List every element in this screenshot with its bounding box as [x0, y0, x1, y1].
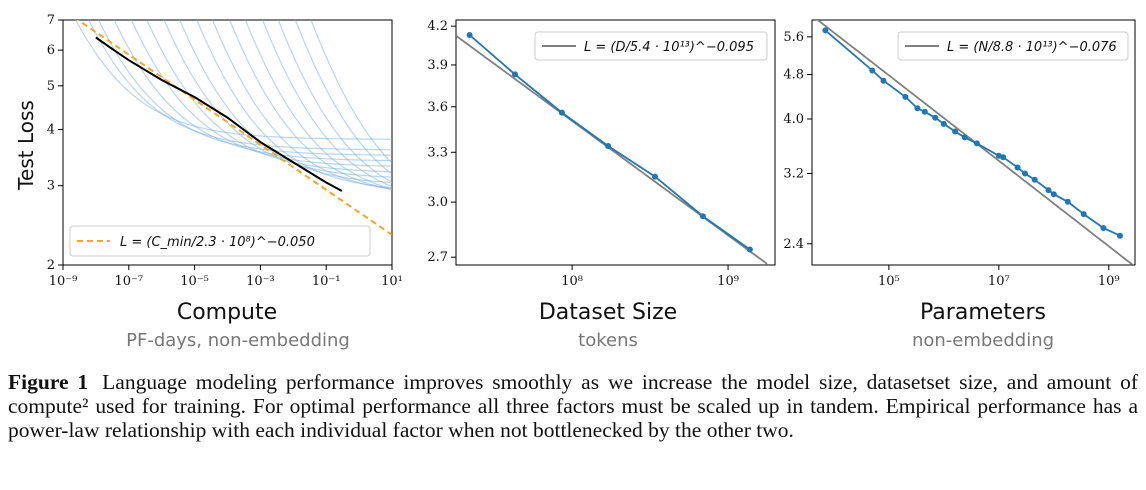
figure-caption-label: Figure 1 — [8, 370, 89, 394]
compute-training-curve — [211, 20, 392, 190]
dataset-data-point — [558, 109, 565, 116]
compute-training-curve — [88, 20, 392, 151]
parameters-data-point — [1117, 232, 1123, 239]
dataset-plot-area: 10⁸ 10⁹ 2.7 3.0 3.3 3.6 3.9 4.2 — [427, 19, 776, 289]
compute-training-curve — [146, 20, 392, 173]
compute-y-tick-label: 3 — [47, 179, 55, 194]
parameters-x-tick-label: 10⁹ — [1098, 274, 1120, 289]
parameters-subtitle: non-embedding — [912, 330, 1054, 351]
compute-training-curve — [261, 20, 392, 188]
parameters-plot-area: 10⁵ 10⁷ 10⁹ 2.4 3.2 4.0 4.8 5.6 — [783, 19, 1136, 289]
parameters-fit-line — [816, 20, 1133, 265]
parameters-y-tick-label: 2.4 — [783, 237, 804, 252]
compute-training-curve — [244, 20, 392, 190]
dataset-data-point — [605, 143, 612, 149]
compute-frontier-line — [95, 36, 343, 192]
parameters-data-point — [973, 140, 980, 147]
dataset-subtitle: tokens — [578, 330, 638, 351]
dataset-data-point — [466, 32, 473, 38]
compute-legend-label: L = (C_min/2.3 · 10⁸)^−0.050 — [120, 235, 315, 250]
parameters-y-tick-label: 4.0 — [783, 112, 804, 127]
parameters-data-point — [1080, 211, 1087, 218]
parameters-data-point — [914, 105, 921, 112]
parameters-legend: L = (N/8.8 · 10¹³)^−0.076 — [897, 31, 1129, 61]
parameters-data-point — [940, 120, 947, 127]
dataset-y-tick-label: 4.2 — [427, 19, 448, 34]
dataset-title: Dataset Size — [539, 300, 677, 325]
dataset-size-panel: 10⁸ 10⁹ 2.7 3.0 3.3 3.6 3.9 4.2 Dataset Size to… — [427, 19, 776, 351]
compute-x-tick-label: 10¹ — [381, 274, 403, 289]
compute-subtitle: PF-days, non-embedding — [126, 330, 350, 351]
compute-y-tick-label: 6 — [47, 43, 55, 58]
compute-training-curve — [310, 20, 392, 164]
parameters-data-point — [1050, 191, 1057, 198]
dataset-data-point — [512, 71, 518, 78]
parameters-data-point — [961, 134, 968, 141]
parameters-data-point — [1045, 187, 1052, 194]
compute-y-tick-label: 7 — [47, 13, 55, 28]
dataset-y-tick-label: 3.0 — [427, 195, 448, 210]
parameters-data-point — [1031, 176, 1038, 183]
compute-axes-frame — [62, 19, 393, 266]
compute-x-tick-label: 10⁻⁷ — [114, 274, 143, 289]
parameters-y-tick-label: 5.6 — [783, 30, 804, 45]
compute-training-curve — [294, 20, 392, 175]
parameters-y-tick-label: 3.2 — [783, 167, 804, 182]
compute-plot-area: 10⁻⁹ 10⁻⁷ 10⁻⁵ 10⁻³ 10⁻¹ 10¹ 2 3 4 5 6 7 — [47, 13, 403, 289]
parameters-x-tick-label: 10⁷ — [988, 274, 1010, 289]
compute-x-tick-label: 10⁻⁵ — [180, 274, 209, 289]
parameters-data-point — [1014, 164, 1021, 171]
parameters-series-line — [824, 29, 1121, 237]
compute-y-axis-label: Test Loss — [14, 100, 38, 191]
compute-x-tick-label: 10⁻³ — [246, 274, 275, 289]
dataset-data-point — [699, 213, 706, 220]
dataset-y-tick-label: 3.3 — [427, 145, 448, 160]
parameters-data-point — [1000, 154, 1007, 161]
figure-caption: Figure 1 Language modeling performance im… — [8, 370, 1138, 442]
compute-training-curve — [130, 20, 392, 167]
dataset-series-line — [469, 34, 751, 251]
dataset-y-tick-label: 2.7 — [427, 250, 448, 265]
parameters-data-point — [921, 108, 928, 115]
parameters-data-point — [880, 77, 887, 84]
dataset-data-point — [746, 246, 753, 253]
figure-caption-text: Language modeling performance improves s… — [8, 370, 1138, 442]
dataset-y-tick-label: 3.9 — [427, 58, 448, 73]
parameters-title: Parameters — [920, 300, 1046, 325]
parameters-data-point — [1064, 198, 1071, 205]
parameters-data-point — [1022, 170, 1028, 177]
parameters-axes-frame — [811, 19, 1136, 266]
parameters-y-tick-label: 4.8 — [783, 67, 804, 82]
compute-y-tick-label: 5 — [47, 79, 55, 94]
compute-training-curve — [163, 20, 392, 178]
compute-x-tick-label: 10⁻⁹ — [49, 274, 78, 289]
parameters-data-point — [1100, 225, 1107, 231]
parameters-x-tick-label: 10⁵ — [878, 274, 900, 289]
parameters-data-point — [869, 67, 876, 74]
dataset-legend: L = (D/5.4 · 10¹³)^−0.095 — [534, 31, 768, 61]
parameters-data-point — [952, 128, 959, 135]
compute-training-curve — [75, 20, 392, 140]
compute-training-curve — [229, 20, 392, 191]
parameters-panel: 10⁵ 10⁷ 10⁹ 2.4 3.2 4.0 4.8 5.6 Parameters non-… — [783, 19, 1136, 351]
parameters-data-point — [902, 93, 909, 100]
compute-fit-line — [76, 20, 392, 236]
compute-legend: L = (C_min/2.3 · 10⁸)^−0.050 — [69, 225, 371, 257]
compute-title: Compute — [177, 300, 277, 325]
dataset-y-tick-label: 3.6 — [427, 100, 448, 115]
parameters-data-point — [932, 114, 939, 121]
parameters-legend-label: L = (N/8.8 · 10¹³)^−0.076 — [947, 40, 1117, 55]
compute-y-tick-label: 4 — [47, 122, 55, 137]
dataset-axes-frame — [455, 19, 776, 266]
dataset-x-tick-label: 10⁹ — [717, 274, 739, 289]
dataset-x-tick-label: 10⁸ — [561, 274, 583, 289]
compute-training-curve — [277, 20, 392, 183]
parameters-data-point — [822, 27, 829, 34]
dataset-legend-label: L = (D/5.4 · 10¹³)^−0.095 — [584, 40, 754, 55]
dataset-data-point — [652, 173, 658, 180]
compute-y-tick-label: 2 — [47, 258, 55, 273]
compute-x-tick-label: 10⁻¹ — [312, 274, 341, 289]
